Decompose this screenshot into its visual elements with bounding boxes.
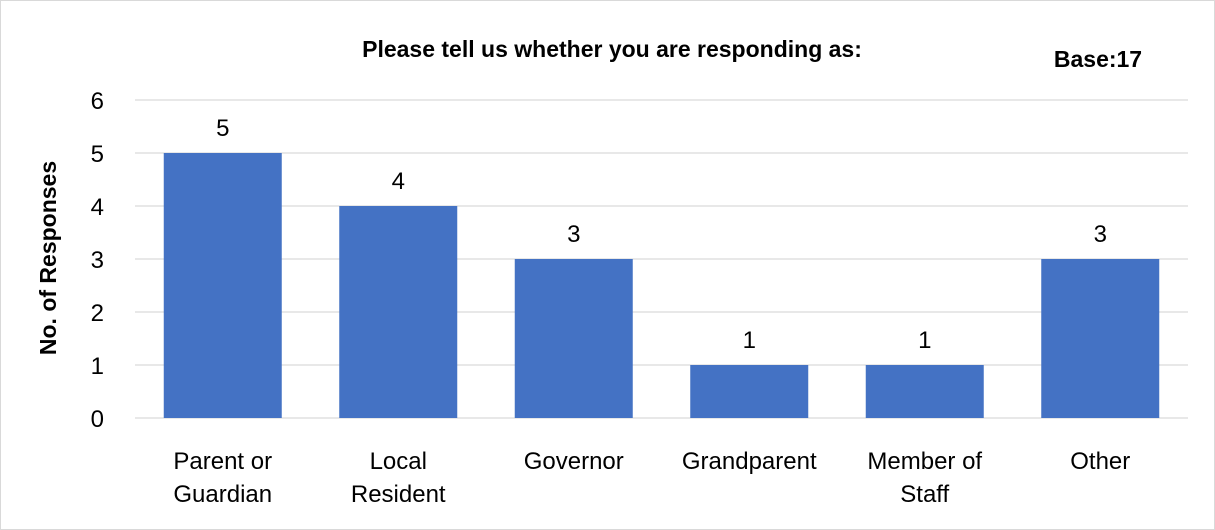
data-labels: 5 4 3 1 1 3 [216, 115, 1107, 354]
y-tick-label: 1 [91, 353, 104, 380]
x-tick-label: Parent or Guardian [173, 448, 272, 508]
bar [514, 259, 633, 418]
base-annotation: Base:17 [1054, 46, 1142, 72]
data-label: 1 [743, 327, 756, 354]
y-tick-label: 3 [91, 247, 104, 274]
x-tick-label: Member of Staff [867, 448, 982, 508]
y-tick-label: 6 [91, 88, 104, 115]
bar [690, 365, 809, 418]
data-label: 5 [216, 115, 229, 142]
bar [1041, 259, 1160, 418]
data-label: 3 [1094, 221, 1107, 248]
data-label: 4 [392, 168, 405, 195]
x-tick-label: Local Resident [351, 448, 446, 508]
bar [865, 365, 984, 418]
y-axis-title: No. of Responses [35, 161, 61, 355]
category-labels: Parent or Guardian Local Resident Governor Gr… [173, 448, 1130, 508]
x-tick-label: Other [1070, 448, 1130, 475]
data-label: 1 [918, 327, 931, 354]
y-tick-label: 5 [91, 141, 104, 168]
chart-title: Please tell us whether you are respondin… [362, 36, 862, 62]
y-tick-labels: 0 1 2 3 4 5 6 [91, 88, 104, 433]
data-label: 3 [567, 221, 580, 248]
y-tick-label: 0 [91, 406, 104, 433]
y-tick-label: 4 [91, 194, 104, 221]
bar [163, 153, 282, 418]
bar [339, 206, 458, 418]
x-tick-label: Governor [524, 448, 624, 475]
gridlines [135, 99, 1188, 419]
bars [163, 153, 1160, 418]
y-tick-label: 2 [91, 300, 104, 327]
x-tick-label: Grandparent [682, 448, 817, 475]
